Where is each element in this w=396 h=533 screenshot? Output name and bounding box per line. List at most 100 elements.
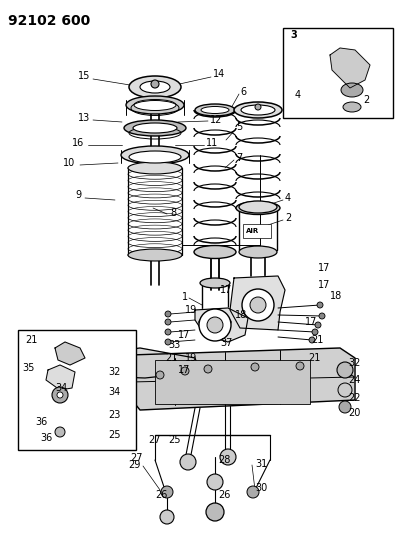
Text: 18: 18 [235, 310, 247, 320]
Text: 4: 4 [295, 90, 301, 100]
Text: ©: © [108, 391, 118, 401]
Text: 19: 19 [185, 353, 197, 363]
Text: 2: 2 [363, 95, 369, 105]
Text: 1: 1 [182, 292, 188, 302]
Text: 4: 4 [285, 193, 291, 203]
Text: 18: 18 [330, 291, 342, 301]
Polygon shape [55, 342, 85, 365]
Text: AIR: AIR [246, 228, 259, 234]
Circle shape [319, 313, 325, 319]
Text: 36: 36 [35, 417, 47, 427]
Circle shape [296, 362, 304, 370]
Text: 27: 27 [148, 435, 160, 445]
Ellipse shape [194, 246, 236, 259]
Ellipse shape [241, 105, 275, 115]
Text: 12: 12 [210, 115, 223, 125]
Circle shape [206, 503, 224, 521]
Circle shape [207, 317, 223, 333]
Circle shape [161, 486, 173, 498]
Text: 3: 3 [290, 30, 297, 40]
Text: 21: 21 [308, 353, 320, 363]
Ellipse shape [128, 249, 182, 261]
Ellipse shape [343, 102, 361, 112]
Text: 16: 16 [72, 138, 84, 148]
Text: 34: 34 [108, 387, 120, 397]
Polygon shape [128, 348, 355, 410]
Text: 35: 35 [22, 363, 34, 373]
Text: 92102 600: 92102 600 [8, 14, 90, 28]
Text: 21: 21 [311, 335, 324, 345]
Circle shape [339, 401, 351, 413]
Circle shape [220, 449, 236, 465]
Circle shape [247, 486, 259, 498]
Circle shape [337, 362, 353, 378]
Text: 9: 9 [75, 190, 81, 200]
Text: 24: 24 [348, 375, 360, 385]
Text: 11: 11 [206, 138, 218, 148]
Text: 25: 25 [168, 435, 181, 445]
Text: 5: 5 [236, 122, 242, 132]
Text: 17: 17 [318, 263, 330, 273]
Circle shape [165, 319, 171, 325]
Ellipse shape [129, 151, 181, 163]
Circle shape [242, 289, 274, 321]
Bar [18, 330, 136, 450]
Circle shape [250, 297, 266, 313]
Text: 30: 30 [255, 483, 267, 493]
Circle shape [315, 322, 321, 328]
Polygon shape [46, 365, 75, 390]
Text: 6: 6 [240, 87, 246, 97]
Circle shape [180, 454, 196, 470]
Text: 31: 31 [255, 459, 267, 469]
Circle shape [255, 104, 261, 110]
Polygon shape [195, 308, 248, 342]
Ellipse shape [195, 104, 235, 116]
Text: 32: 32 [348, 358, 360, 368]
Ellipse shape [126, 96, 184, 114]
Text: 20: 20 [348, 408, 360, 418]
Circle shape [312, 329, 318, 335]
Text: 21: 21 [25, 335, 37, 345]
Ellipse shape [236, 201, 280, 214]
Polygon shape [330, 48, 370, 88]
Text: 13: 13 [78, 113, 90, 123]
Circle shape [181, 367, 189, 375]
Text: 17: 17 [178, 330, 190, 340]
Ellipse shape [201, 107, 229, 114]
Polygon shape [45, 348, 200, 378]
Circle shape [160, 510, 174, 524]
Text: 21: 21 [165, 353, 177, 363]
Bar [243, 224, 271, 238]
Ellipse shape [128, 162, 182, 174]
Circle shape [165, 311, 171, 317]
Bar [155, 360, 310, 404]
Text: 25: 25 [108, 430, 120, 440]
Circle shape [207, 474, 223, 490]
Text: 33: 33 [168, 340, 180, 350]
Circle shape [55, 427, 65, 437]
Ellipse shape [133, 123, 177, 133]
Circle shape [204, 365, 212, 373]
Ellipse shape [124, 120, 186, 136]
Ellipse shape [121, 146, 189, 164]
Text: 27: 27 [130, 453, 143, 463]
Circle shape [338, 383, 352, 397]
Circle shape [165, 329, 171, 335]
Circle shape [317, 302, 323, 308]
Text: 29: 29 [128, 460, 140, 470]
Text: 23: 23 [108, 410, 120, 420]
Text: 17: 17 [220, 285, 232, 295]
Circle shape [156, 371, 164, 379]
Text: 14: 14 [213, 69, 225, 79]
Ellipse shape [140, 81, 170, 93]
Ellipse shape [199, 317, 231, 327]
Text: 22: 22 [348, 393, 360, 403]
Ellipse shape [200, 278, 230, 288]
Ellipse shape [239, 246, 277, 258]
Circle shape [57, 392, 63, 398]
Text: 28: 28 [218, 455, 230, 465]
Text: 10: 10 [63, 158, 75, 168]
Text: 17: 17 [178, 365, 190, 375]
Text: 32: 32 [108, 367, 120, 377]
Ellipse shape [129, 76, 181, 98]
